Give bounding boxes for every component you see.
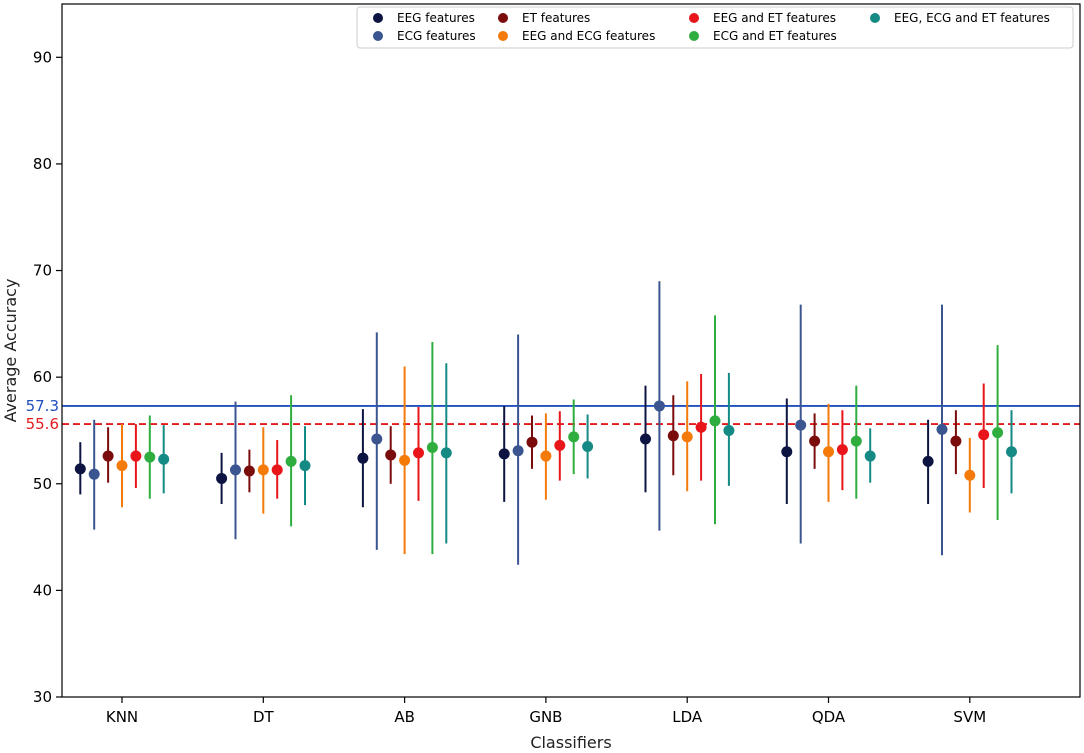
point-et-features-LDA [667,430,679,442]
point-eeg-features-GNB [498,448,510,460]
y-axis-title: Average Accuracy [1,279,20,423]
point-eeg-ecg-and-et-features-KNN [158,453,170,465]
y-tick-label-70: 70 [33,262,52,280]
y-tick-label-50: 50 [33,475,52,493]
point-et-features-GNB [526,436,538,448]
point-et-features-DT [243,465,255,477]
x-tick-label-DT: DT [253,708,275,726]
point-ecg-features-LDA [653,400,665,412]
point-ecg-features-GNB [512,445,524,457]
point-eeg-ecg-and-et-features-LDA [723,424,735,436]
point-et-features-KNN [102,450,114,462]
point-ecg-features-AB [371,433,383,445]
point-eeg-ecg-and-et-features-SVM [1006,446,1017,458]
legend-box [356,6,1074,49]
reference-lines: 57.355.6 [26,397,1080,433]
point-eeg-ecg-and-et-features-QDA [864,450,876,462]
point-eeg-ecg-and-et-features-DT [299,460,311,472]
legend-label-ecg-and-et-features: ECG and ET features [713,29,837,43]
legend-label-eeg-and-et-features: EEG and ET features [713,11,836,25]
legend-marker-eeg-features [373,13,383,23]
legend-label-et-features: ET features [522,11,590,25]
point-eeg-features-AB [357,452,369,464]
point-ecg-and-et-features-AB [426,442,438,454]
point-eeg-ecg-and-et-features-AB [440,447,452,459]
point-eeg-and-et-features-AB [413,447,424,459]
data-points [74,400,1017,484]
point-eeg-and-et-features-QDA [836,444,848,456]
legend-marker-ecg-and-et-features [689,31,699,41]
point-eeg-and-ecg-features-GNB [540,450,552,462]
x-tick-label-SVM: SVM [953,708,986,726]
legend-marker-eeg-ecg-and-et-features [870,13,880,23]
point-eeg-features-SVM [922,455,934,467]
point-ecg-and-et-features-SVM [992,427,1004,439]
x-tick-label-QDA: QDA [812,708,846,726]
legend-marker-eeg-and-et-features [689,13,699,23]
point-eeg-features-LDA [640,433,651,445]
reference-label-57.3: 57.3 [26,397,59,415]
point-ecg-features-SVM [936,423,948,435]
x-tick-label-AB: AB [394,708,415,726]
x-axis: KNN DT AB GNB LDA QDA SVM [106,697,986,726]
point-eeg-and-et-features-SVM [978,429,990,441]
point-eeg-and-et-features-KNN [130,450,142,462]
y-tick-label-80: 80 [33,155,52,173]
point-et-features-AB [385,449,397,461]
legend: EEG features ECG features ET features EEG a… [356,6,1074,49]
legend-label-ecg-features: ECG features [397,29,476,43]
error-bars [79,281,1013,565]
point-eeg-and-et-features-GNB [554,439,566,451]
plot-frame [61,3,1081,698]
x-axis-title: Classifiers [530,733,611,752]
point-ecg-features-KNN [88,468,100,480]
y-tick-label-60: 60 [33,368,52,386]
point-ecg-features-DT [230,464,241,476]
point-eeg-and-ecg-features-SVM [964,469,976,481]
point-ecg-and-et-features-DT [285,455,297,467]
legend-label-eeg-and-ecg-features: EEG and ECG features [522,29,655,43]
legend-marker-eeg-and-ecg-features [498,31,508,41]
x-tick-label-LDA: LDA [672,708,703,726]
legend-label-eeg-ecg-and-et-features: EEG, ECG and ET features [894,11,1050,25]
y-axis: 30 40 50 60 70 80 90 [33,48,62,706]
point-eeg-features-DT [216,472,228,484]
x-tick-label-GNB: GNB [529,708,562,726]
point-ecg-features-QDA [795,419,807,431]
x-tick-label-KNN: KNN [106,708,138,726]
point-eeg-features-QDA [781,446,793,458]
point-eeg-and-et-features-DT [271,464,283,476]
point-et-features-SVM [950,435,962,447]
point-ecg-and-et-features-GNB [568,431,580,443]
point-eeg-ecg-and-et-features-GNB [582,440,594,452]
reference-label-55.6: 55.6 [26,415,59,433]
point-eeg-and-ecg-features-DT [257,464,269,476]
legend-label-eeg-features: EEG features [397,11,475,25]
point-eeg-and-ecg-features-LDA [681,431,693,443]
point-eeg-and-ecg-features-AB [399,454,411,466]
point-ecg-and-et-features-QDA [850,435,862,447]
point-ecg-and-et-features-KNN [144,451,156,463]
point-ecg-and-et-features-LDA [709,415,721,427]
legend-marker-et-features [498,13,508,23]
point-eeg-features-KNN [74,463,86,475]
point-eeg-and-ecg-features-QDA [823,446,834,458]
y-tick-label-90: 90 [33,48,52,66]
point-et-features-QDA [809,435,821,447]
y-tick-label-40: 40 [33,581,52,599]
legend-marker-ecg-features [373,31,383,41]
y-tick-label-30: 30 [33,688,52,706]
point-eeg-and-ecg-features-KNN [116,460,128,472]
point-eeg-and-et-features-LDA [695,421,707,433]
